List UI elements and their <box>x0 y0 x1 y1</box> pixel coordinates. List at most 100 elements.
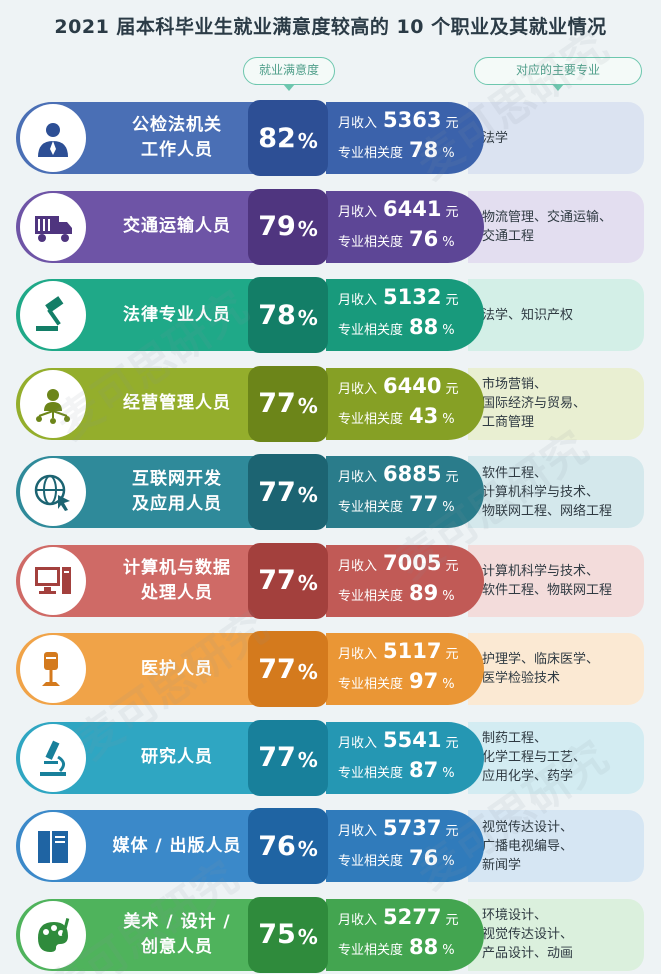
majors-panel: 法学、知识产权 <box>468 279 644 351</box>
satisfaction-unit: % <box>297 482 318 507</box>
job-title: 公检法机关 工作人员 <box>132 115 222 160</box>
detail-panel: 月收入 7005 元 专业相关度 89 % <box>326 544 484 617</box>
relevance-label: 专业相关度 <box>338 500 404 515</box>
income-value: 5132 <box>383 285 442 309</box>
income-line: 月收入 5363 元 <box>338 108 484 138</box>
occupation-row: 计算机科学与技术、 软件工程、物联网工程 月收入 7005 元 专业相关度 89… <box>16 542 644 619</box>
income-label: 月收入 <box>338 824 378 839</box>
relevance-unit: % <box>442 500 455 515</box>
job-title: 法律专业人员 <box>123 304 231 325</box>
job-title: 医护人员 <box>141 658 213 679</box>
satisfaction-unit: % <box>297 748 318 772</box>
gavel-icon <box>36 296 64 331</box>
income-unit: 元 <box>445 470 459 485</box>
majors-text: 物流管理、交通运输、 交通工程 <box>482 209 613 244</box>
microscope-icon-badge <box>20 723 86 792</box>
book-icon-badge <box>20 812 86 880</box>
detail-panel: 月收入 5277 元 专业相关度 88 % <box>326 898 484 971</box>
majors-panel: 计算机科学与技术、 软件工程、物联网工程 <box>468 544 644 617</box>
relevance-label: 专业相关度 <box>338 765 404 781</box>
job-title: 研究人员 <box>141 747 213 767</box>
income-unit: 元 <box>445 558 459 574</box>
majors-text: 制药工程、 化学工程与工艺、 应用化学、药学 <box>482 731 587 784</box>
satisfaction-badge: 78% <box>248 277 328 353</box>
relevance-value: 88 <box>409 315 439 339</box>
officer-icon-badge <box>20 104 86 172</box>
satisfaction-badge: 77% <box>248 631 328 707</box>
relevance-value: 88 <box>409 934 439 959</box>
palette-icon-badge <box>20 900 86 969</box>
income-unit: 元 <box>445 381 459 397</box>
income-label: 月收入 <box>338 912 378 928</box>
truck-icon <box>35 215 72 242</box>
computer-icon-badge <box>20 546 86 615</box>
job-title: 经营管理人员 <box>123 393 231 413</box>
relevance-label: 专业相关度 <box>338 854 404 869</box>
page-title: 2021 届本科毕业生就业满意度较高的 10 个职业及其就业情况 <box>54 16 607 38</box>
occupation-row: 制药工程、 化学工程与工艺、 应用化学、药学 月收入 5541 元 专业相关度 … <box>16 719 644 796</box>
income-value: 5117 <box>383 639 442 663</box>
satisfaction-badge: 76% <box>248 808 328 884</box>
income-unit: 元 <box>445 912 459 928</box>
relevance-label: 专业相关度 <box>338 323 404 338</box>
relevance-line: 专业相关度 87 % <box>338 758 484 788</box>
majors-text: 护理学、临床医学、 医学检验技术 <box>482 652 600 686</box>
satisfaction-value: 77 <box>258 653 296 685</box>
income-line: 月收入 6441 元 <box>338 197 484 227</box>
detail-panel: 月收入 5132 元 专业相关度 88 % <box>326 279 484 351</box>
satisfaction-value: 77 <box>258 476 296 508</box>
relevance-value: 87 <box>409 757 439 782</box>
income-unit: 元 <box>445 293 459 308</box>
satisfaction-value: 77 <box>258 565 296 596</box>
satisfaction-value: 82 <box>258 122 296 154</box>
income-line: 月收入 6440 元 <box>338 374 484 404</box>
income-label: 月收入 <box>338 470 378 485</box>
globe-cursor-icon-badge <box>20 458 86 526</box>
income-unit: 元 <box>445 824 459 839</box>
majors-panel: 市场营销、 国际经济与贸易、 工商管理 <box>468 367 644 440</box>
occupation-row: 护理学、临床医学、 医学检验技术 月收入 5117 元 专业相关度 97 % 医… <box>16 631 644 707</box>
relevance-label: 专业相关度 <box>338 677 404 692</box>
satisfaction-unit: % <box>297 394 318 418</box>
satisfaction-badge: 77% <box>248 542 328 619</box>
manager-icon-badge <box>20 369 86 438</box>
relevance-unit: % <box>442 146 455 161</box>
income-value: 6440 <box>383 373 442 398</box>
detail-panel: 月收入 6885 元 专业相关度 77 % <box>326 456 484 528</box>
truck-icon-badge <box>20 192 86 261</box>
income-line: 月收入 5277 元 <box>338 905 484 935</box>
majors-text: 法学、知识产权 <box>482 307 574 323</box>
occupation-row: 法学、知识产权 月收入 5132 元 专业相关度 88 % 法律专业人员 78% <box>16 277 644 353</box>
header-satisfaction: 就业满意度 <box>243 57 335 91</box>
relevance-value: 76 <box>409 226 439 251</box>
majors-panel: 护理学、临床医学、 医学检验技术 <box>468 633 644 705</box>
relevance-unit: % <box>442 765 455 781</box>
satisfaction-badge: 77% <box>248 365 328 442</box>
satisfaction-badge: 75% <box>248 896 328 973</box>
satisfaction-unit: % <box>297 925 318 949</box>
computer-icon <box>35 566 71 594</box>
income-line: 月收入 5541 元 <box>338 728 484 758</box>
relevance-unit: % <box>442 234 455 250</box>
majors-panel: 物流管理、交通运输、 交通工程 <box>468 190 644 263</box>
satisfaction-unit: % <box>297 128 318 153</box>
relevance-value: 77 <box>409 492 439 516</box>
income-unit: 元 <box>445 204 459 220</box>
relevance-label: 专业相关度 <box>338 411 404 427</box>
income-value: 7005 <box>383 550 442 575</box>
income-unit: 元 <box>445 647 459 662</box>
relevance-label: 专业相关度 <box>338 234 404 250</box>
detail-panel: 月收入 5117 元 专业相关度 97 % <box>326 633 484 705</box>
relevance-line: 专业相关度 97 % <box>338 669 484 699</box>
income-line: 月收入 5117 元 <box>338 639 484 669</box>
relevance-line: 专业相关度 77 % <box>338 492 484 522</box>
relevance-unit: % <box>442 942 455 958</box>
gavel-icon-badge <box>20 281 86 349</box>
job-title: 交通运输人员 <box>123 216 231 236</box>
relevance-line: 专业相关度 88 % <box>338 935 484 965</box>
satisfaction-value: 77 <box>258 388 296 419</box>
iv-drip-icon-badge <box>20 635 86 703</box>
relevance-label: 专业相关度 <box>338 588 404 604</box>
satisfaction-badge: 82% <box>248 100 328 176</box>
majors-text: 法学 <box>482 130 509 146</box>
